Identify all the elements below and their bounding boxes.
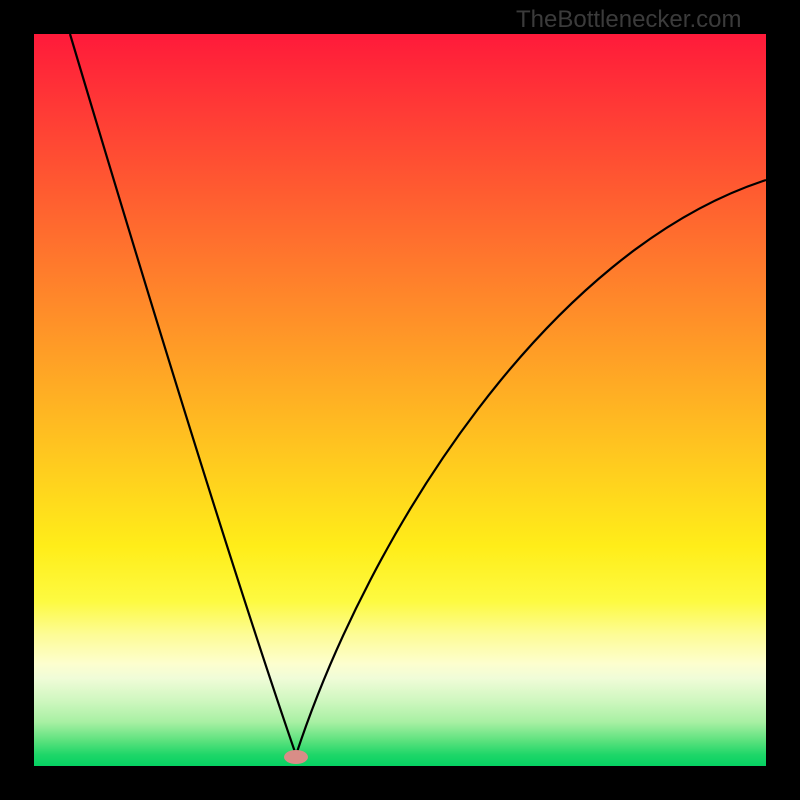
plot-area (34, 34, 766, 766)
minima-marker (284, 750, 308, 764)
bottleneck-chart (0, 0, 800, 800)
watermark-text: TheBottlenecker.com (516, 6, 741, 34)
chart-container: TheBottlenecker.com (0, 0, 800, 800)
